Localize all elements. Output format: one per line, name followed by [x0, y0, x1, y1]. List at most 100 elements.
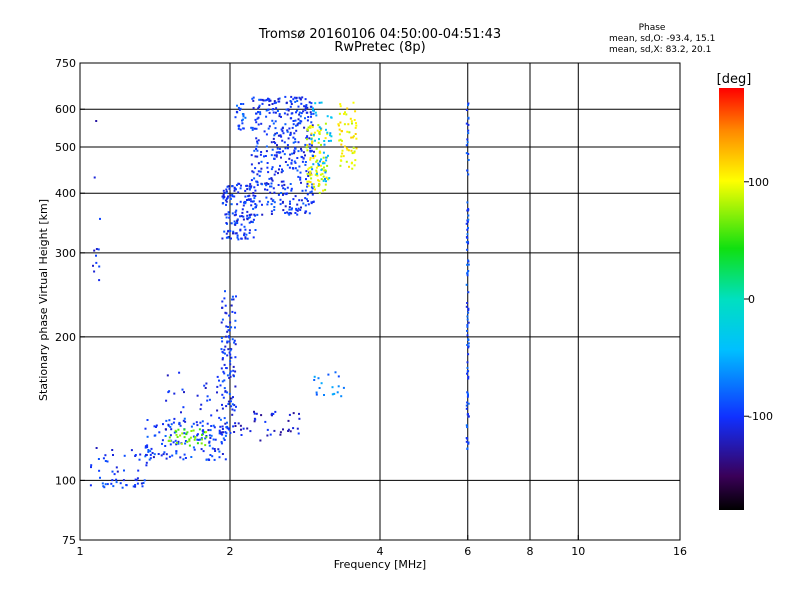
- data-point: [151, 452, 154, 454]
- data-point: [243, 225, 246, 228]
- data-point: [306, 172, 309, 175]
- y-tick-label: 300: [55, 247, 76, 260]
- data-point: [306, 193, 309, 196]
- data-point: [273, 154, 276, 157]
- data-point: [304, 211, 307, 214]
- data-point: [163, 451, 166, 454]
- data-point: [221, 425, 224, 428]
- data-point: [279, 198, 282, 201]
- data-point: [295, 111, 297, 114]
- data-point: [277, 193, 280, 196]
- data-point: [252, 99, 255, 102]
- data-point: [223, 196, 226, 198]
- data-point: [234, 222, 237, 225]
- data-point: [208, 434, 211, 437]
- data-point: [257, 170, 260, 173]
- data-point: [281, 127, 284, 130]
- data-point: [208, 459, 211, 461]
- data-point: [252, 236, 255, 239]
- data-point: [254, 167, 257, 170]
- data-point: [345, 147, 348, 150]
- data-point: [206, 395, 209, 398]
- data-point: [106, 483, 109, 486]
- data-point: [327, 178, 330, 181]
- data-point: [237, 124, 240, 127]
- data-point: [231, 212, 234, 215]
- data-point: [307, 168, 310, 171]
- data-point: [238, 108, 241, 111]
- data-point: [271, 148, 274, 151]
- data-point: [296, 157, 299, 159]
- data-point: [315, 391, 318, 394]
- data-point: [264, 155, 267, 157]
- data-point: [116, 470, 119, 473]
- data-point: [467, 242, 469, 245]
- data-point: [181, 432, 184, 435]
- data-point: [256, 155, 259, 158]
- data-point: [177, 440, 180, 443]
- data-point: [211, 447, 214, 450]
- data-point: [466, 447, 469, 450]
- data-point: [199, 421, 202, 424]
- data-point: [317, 141, 320, 144]
- data-point: [311, 187, 314, 190]
- data-point: [247, 198, 250, 201]
- data-point: [466, 361, 469, 364]
- data-point: [318, 131, 321, 133]
- y-tick-label: 100: [55, 474, 76, 487]
- data-point: [99, 217, 101, 220]
- data-point: [104, 460, 107, 462]
- data-point: [192, 429, 195, 432]
- data-point: [252, 107, 255, 110]
- data-point: [467, 413, 469, 416]
- data-point: [228, 213, 231, 216]
- data-point: [278, 151, 281, 154]
- data-point: [284, 161, 287, 163]
- data-point: [168, 436, 171, 439]
- data-point: [308, 143, 311, 146]
- data-point: [257, 123, 260, 126]
- data-point: [353, 119, 356, 121]
- data-point: [466, 141, 469, 144]
- data-point: [216, 385, 219, 388]
- data-point: [264, 420, 267, 423]
- data-point: [172, 421, 175, 424]
- data-point: [281, 130, 284, 133]
- data-point: [143, 479, 146, 482]
- data-point: [352, 101, 355, 104]
- data-point: [266, 434, 269, 437]
- data-point: [198, 428, 201, 431]
- data-point: [313, 375, 316, 378]
- data-point: [170, 423, 173, 426]
- data-point: [228, 187, 231, 190]
- data-point: [183, 436, 186, 439]
- data-point: [225, 312, 228, 315]
- data-point: [204, 444, 207, 447]
- data-point: [211, 455, 214, 458]
- data-point: [243, 201, 245, 204]
- data-point: [184, 457, 187, 459]
- data-point: [169, 443, 172, 446]
- data-point: [241, 113, 244, 116]
- data-point: [242, 103, 245, 105]
- data-point: [260, 122, 263, 125]
- data-point: [236, 222, 239, 224]
- data-point: [466, 318, 469, 321]
- data-point: [270, 203, 273, 206]
- data-point: [299, 176, 302, 179]
- data-point: [248, 216, 251, 219]
- data-point: [325, 159, 328, 162]
- data-point: [253, 213, 256, 216]
- data-point: [291, 126, 294, 129]
- data-point: [253, 177, 256, 180]
- data-point: [122, 479, 125, 482]
- data-point: [137, 469, 140, 472]
- data-point: [225, 216, 228, 219]
- data-point: [261, 213, 264, 216]
- data-point: [309, 191, 312, 194]
- data-point: [288, 213, 291, 216]
- data-point: [287, 137, 290, 140]
- data-point: [272, 187, 275, 190]
- data-point: [302, 202, 305, 205]
- data-point: [300, 206, 302, 209]
